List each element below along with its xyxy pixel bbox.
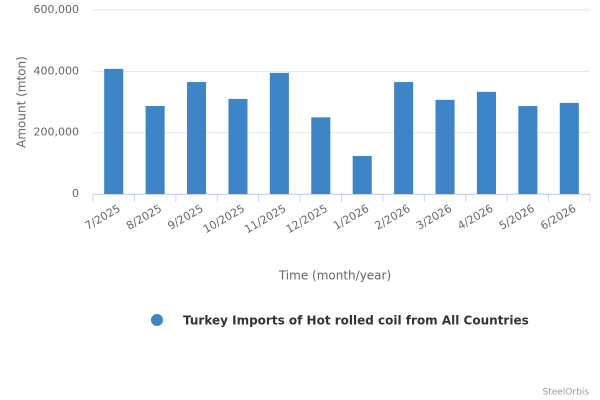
x-tick-label: 5/2026 — [497, 202, 537, 233]
bar — [352, 155, 372, 194]
x-tick-label: 6/2026 — [538, 202, 578, 233]
y-tick-label: 600,000 — [34, 3, 80, 16]
x-tick-label: 11/2025 — [242, 202, 288, 236]
bar — [104, 68, 124, 194]
y-tick-label: 400,000 — [34, 64, 80, 77]
x-tick-label: 8/2025 — [124, 202, 164, 233]
y-axis-title: Amount (mton) — [15, 56, 29, 148]
credit: SteelOrbis — [542, 388, 589, 398]
x-tick-label: 9/2025 — [166, 202, 206, 233]
x-tick-label: 10/2025 — [201, 202, 247, 236]
x-axis-title: Time (month/year) — [278, 269, 391, 283]
bar — [476, 91, 496, 194]
bar — [559, 102, 579, 194]
x-tick-label: 4/2026 — [455, 202, 495, 233]
x-tick-label: 2/2026 — [373, 202, 413, 233]
x-tick-label: 7/2025 — [83, 202, 123, 233]
bar — [311, 117, 331, 194]
bar — [518, 105, 538, 194]
bar — [228, 98, 248, 194]
bar — [435, 99, 455, 194]
y-tick-label: 0 — [72, 187, 79, 200]
bar — [187, 82, 207, 194]
x-tick-label: 12/2025 — [284, 202, 330, 236]
x-tick-label: 3/2026 — [414, 202, 454, 233]
legend-label: Turkey Imports of Hot rolled coil from A… — [183, 314, 529, 328]
legend-marker — [151, 314, 163, 326]
x-tick-label: 1/2026 — [331, 202, 371, 233]
bar — [394, 82, 414, 194]
y-tick-label: 200,000 — [34, 126, 80, 139]
bar — [269, 72, 289, 194]
bar — [145, 105, 165, 194]
